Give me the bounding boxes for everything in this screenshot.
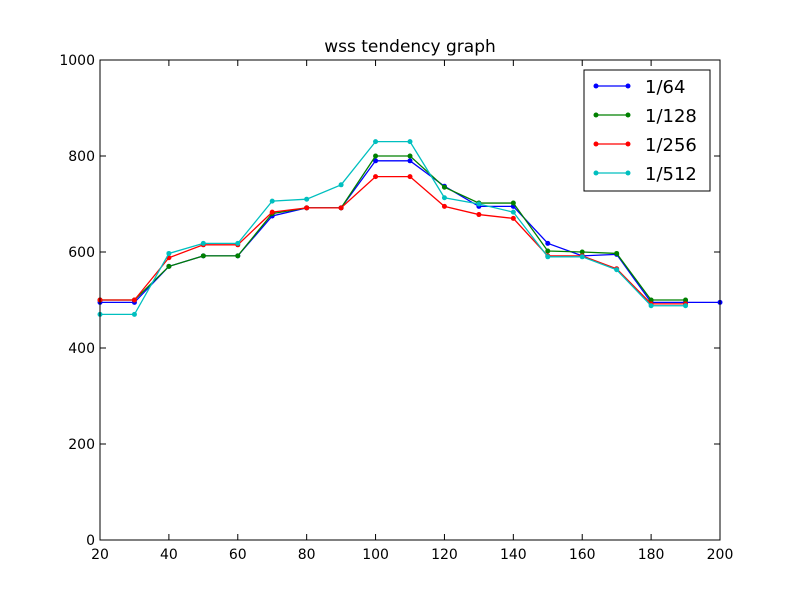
x-tick-label: 60 [229, 547, 247, 563]
data-point [476, 201, 482, 207]
data-point [545, 248, 551, 254]
data-point [441, 184, 447, 190]
legend-marker [593, 112, 599, 118]
legend-marker [593, 170, 599, 176]
legend-item: 1/64 [593, 77, 685, 98]
legend-item: 1/128 [593, 106, 697, 127]
y-tick-label: 400 [68, 341, 95, 357]
data-point [373, 174, 379, 180]
data-point [235, 253, 241, 259]
x-tick-label: 160 [569, 547, 596, 563]
chart-title: wss tendency graph [324, 37, 496, 57]
data-point [648, 303, 654, 309]
data-point [373, 139, 379, 145]
data-point [166, 263, 172, 269]
legend-marker [593, 141, 599, 147]
x-tick-label: 140 [500, 547, 527, 563]
data-point [579, 254, 585, 260]
data-point [441, 195, 447, 201]
series-line [100, 140, 686, 316]
y-tick-label: 0 [86, 533, 95, 549]
data-point [338, 182, 344, 188]
data-point [407, 174, 413, 180]
legend-label: 1/256 [645, 135, 697, 156]
plot-frame [99, 59, 721, 541]
data-point [476, 212, 482, 218]
data-point [614, 250, 620, 256]
data-point [269, 198, 275, 204]
data-point [614, 267, 620, 273]
data-point [579, 249, 585, 255]
series-layer [97, 139, 723, 317]
x-tick-label: 20 [91, 547, 109, 563]
data-point [373, 153, 379, 159]
data-point [407, 153, 413, 159]
data-point [407, 158, 413, 164]
data-point [235, 240, 241, 246]
legend: 1/64 1/128 1/256 1/512 [583, 69, 711, 192]
x-tick-label: 180 [638, 547, 665, 563]
y-tick-label: 800 [68, 149, 95, 165]
data-point [131, 311, 137, 317]
y-tick-label: 200 [68, 437, 95, 453]
x-tick-label: 100 [362, 547, 389, 563]
legend-marker [625, 170, 631, 176]
legend-item: 1/256 [593, 135, 697, 156]
series-line [100, 155, 686, 301]
legend-item: 1/512 [593, 164, 697, 185]
data-point [510, 200, 516, 206]
legend-marker [625, 141, 631, 147]
data-point [166, 250, 172, 256]
data-point [441, 203, 447, 209]
series-1-512 [97, 139, 689, 317]
data-point [683, 303, 689, 309]
data-point [200, 253, 206, 259]
data-point [683, 297, 689, 303]
data-point [304, 196, 310, 202]
data-point [338, 205, 344, 211]
x-tick-label: 200 [707, 547, 734, 563]
legend-box [583, 69, 711, 192]
data-point [304, 205, 310, 211]
data-point [200, 240, 206, 246]
legend-label: 1/512 [645, 164, 697, 185]
data-point [545, 254, 551, 260]
x-tick-label: 120 [431, 547, 458, 563]
series-line [100, 175, 686, 305]
y-tick-label: 600 [68, 245, 95, 261]
data-point [373, 158, 379, 164]
legend-marker [625, 83, 631, 89]
x-tick-label: 40 [160, 547, 178, 563]
data-point [648, 297, 654, 303]
data-point [131, 297, 137, 303]
data-point [269, 209, 275, 215]
data-point [510, 215, 516, 221]
data-point [545, 240, 551, 246]
legend-marker [593, 83, 599, 89]
legend-label: 1/128 [645, 106, 697, 127]
legend-marker [625, 112, 631, 118]
axes-layer: 20 40 60 80 100 120 140 160 180 200 0 200 400 600 800 1… [59, 53, 733, 563]
x-tick-label: 80 [298, 547, 316, 563]
y-tick-label: 1000 [59, 53, 95, 69]
data-point [510, 209, 516, 215]
legend-label: 1/64 [645, 77, 685, 98]
data-point [407, 139, 413, 145]
